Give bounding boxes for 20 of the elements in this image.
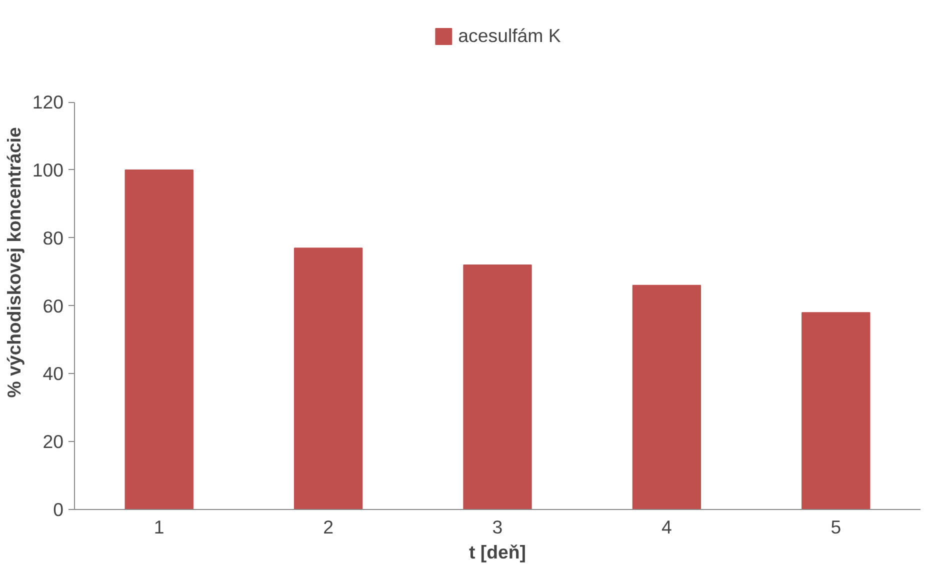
y-tick-label: 60 [42,295,64,316]
bar [632,284,702,510]
y-tick-label: 80 [42,227,64,248]
bar [124,169,194,510]
legend-label: acesulfám K [458,25,561,47]
y-tick-label: 100 [32,159,64,180]
x-tick-label: 1 [154,516,164,538]
y-axis-title: % východiskovej koncentrácie [3,127,24,398]
bar [294,248,363,510]
x-axis-title: t [deň] [469,542,526,562]
y-tick-label: 20 [42,431,64,452]
x-tick-label: 4 [662,516,672,538]
x-tick-label: 3 [492,516,503,538]
y-tick-label: 40 [42,363,64,384]
bar [463,264,532,510]
x-tick-label: 2 [323,516,334,538]
x-tick-label: 5 [830,516,842,538]
y-tick-label: 120 [32,92,64,113]
y-tick-label: 0 [53,499,64,520]
bar [802,312,870,510]
